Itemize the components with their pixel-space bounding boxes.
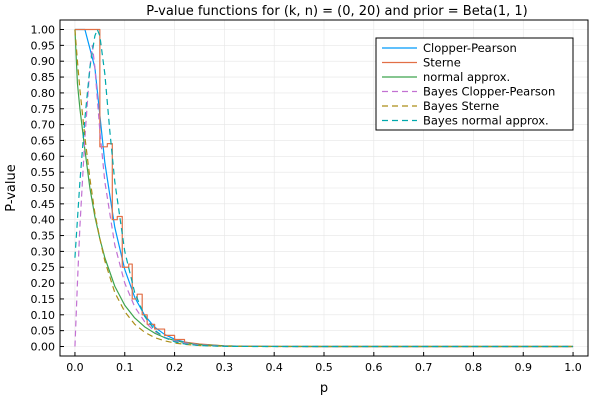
x-tick-label: 0.4 [265,361,283,374]
y-tick-label: 0.80 [31,87,56,100]
x-axis-label: p [320,381,328,396]
y-tick-label: 0.60 [31,150,56,163]
y-tick-label: 0.70 [31,119,56,132]
legend-label: Clopper-Pearson [423,41,517,55]
x-tick-label: 0.0 [66,361,84,374]
y-axis-ticks: 0.00 0.05 0.10 0.15 0.20 0.25 0.30 0.35 0.40 0.45… [31,24,64,353]
legend-box [375,37,574,131]
y-tick-label: 0.20 [31,277,56,290]
x-tick-label: 1.0 [564,361,582,374]
legend-label: normal approx. [423,70,510,84]
y-tick-label: 0.30 [31,245,56,258]
legend-label: Bayes Clopper-Pearson [423,85,555,99]
y-tick-label: 0.00 [31,340,56,353]
y-tick-label: 0.45 [31,198,56,211]
legend-label: Sterne [423,56,461,70]
x-tick-label: 0.2 [166,361,184,374]
x-tick-label: 0.3 [216,361,234,374]
y-tick-label: 0.75 [31,103,56,116]
chart-title: P-value functions for (k, n) = (0, 20) a… [146,4,527,19]
y-tick-label: 0.40 [31,214,56,227]
y-tick-label: 0.65 [31,134,56,147]
x-tick-label: 0.1 [116,361,134,374]
legend-label: Bayes normal approx. [423,114,549,128]
x-tick-label: 0.9 [514,361,532,374]
y-tick-label: 0.55 [31,166,56,179]
y-tick-label: 0.15 [31,293,56,306]
x-axis-ticks: 0.0 0.1 0.2 0.3 0.4 0.5 0.6 0.7 0.8 0.9 1.0 [66,352,582,374]
y-tick-label: 0.95 [31,39,56,52]
y-tick-label: 0.25 [31,261,56,274]
y-tick-label: 0.85 [31,71,56,84]
x-tick-label: 0.5 [315,361,333,374]
x-tick-label: 0.6 [365,361,383,374]
x-tick-label: 0.8 [465,361,483,374]
series-layer [74,28,574,348]
y-tick-label: 0.35 [31,230,56,243]
series-line-bayes-normal-approx [74,28,574,348]
y-tick-label: 0.10 [31,309,56,322]
y-tick-label: 0.50 [31,182,56,195]
y-tick-label: 1.00 [31,24,56,37]
y-tick-label: 0.05 [31,325,56,338]
x-tick-label: 0.7 [415,361,433,374]
legend-label: Bayes Sterne [423,99,499,113]
y-tick-label: 0.90 [31,55,56,68]
y-axis-label: P-value [4,164,19,211]
